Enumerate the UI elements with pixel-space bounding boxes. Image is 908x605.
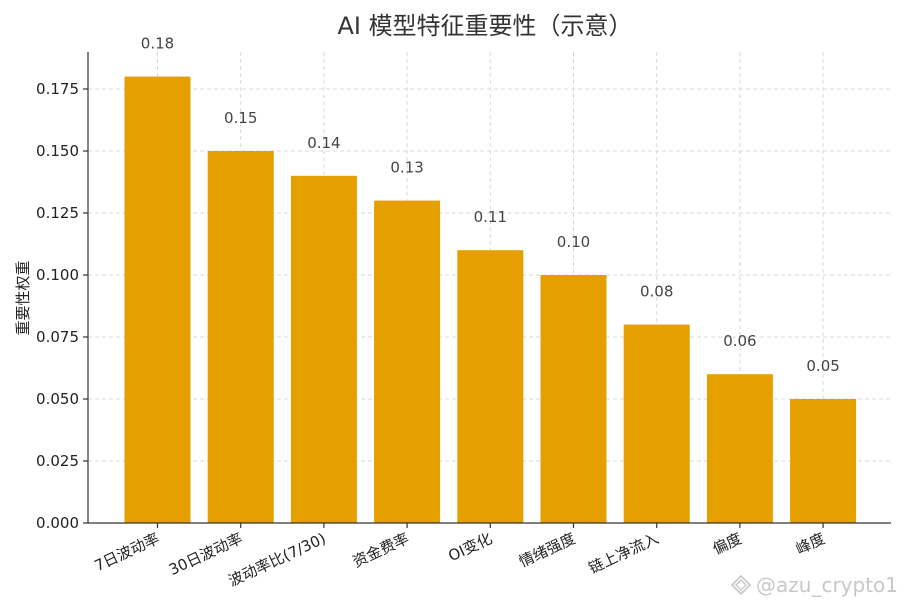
x-tick-label: 资金费率 bbox=[350, 529, 412, 571]
bar bbox=[124, 76, 191, 523]
x-tick-label: OI变化 bbox=[445, 529, 495, 565]
bar-value-label: 0.13 bbox=[390, 159, 423, 177]
diamond-logo-icon bbox=[730, 574, 752, 596]
y-tick-label: 0.175 bbox=[36, 80, 79, 98]
y-ticks: 0.000 0.025 0.050 0.075 0.100 0.125 0.150 0.175 bbox=[36, 80, 88, 532]
y-tick-label: 0.000 bbox=[36, 514, 79, 532]
value-labels: 0.18 0.15 0.14 0.13 0.11 0.10 0.08 0.06 0.05 bbox=[141, 35, 840, 375]
y-tick-label: 0.050 bbox=[36, 390, 79, 408]
watermark: @azu_crypto1 bbox=[730, 573, 898, 597]
bar-value-label: 0.08 bbox=[640, 283, 673, 301]
x-tick-label: 链上净流入 bbox=[586, 529, 662, 577]
bar-value-label: 0.10 bbox=[557, 233, 590, 251]
y-tick-label: 0.075 bbox=[36, 328, 79, 346]
watermark-text: @azu_crypto1 bbox=[756, 573, 898, 597]
y-tick-label: 0.100 bbox=[36, 266, 79, 284]
x-tick-label: 7日波动率 bbox=[92, 529, 163, 575]
bar bbox=[290, 175, 357, 524]
bar bbox=[540, 275, 607, 523]
bar bbox=[623, 324, 690, 523]
bars bbox=[124, 76, 857, 524]
y-tick-label: 0.125 bbox=[36, 204, 79, 222]
bar bbox=[207, 151, 274, 523]
x-tick-label: 峰度 bbox=[793, 529, 828, 558]
y-axis-label: 重要性权重 bbox=[14, 260, 32, 335]
bar bbox=[790, 399, 857, 523]
bar-value-label: 0.11 bbox=[474, 208, 507, 226]
y-tick-label: 0.150 bbox=[36, 142, 79, 160]
bar-value-label: 0.15 bbox=[224, 109, 257, 127]
y-tick-label: 0.025 bbox=[36, 452, 79, 470]
bar-value-label: 0.06 bbox=[723, 332, 756, 350]
x-tick-label: 情绪强度 bbox=[516, 529, 578, 571]
bar bbox=[374, 200, 441, 523]
bar-value-label: 0.14 bbox=[307, 134, 340, 152]
bar bbox=[457, 250, 524, 523]
bar-value-label: 0.18 bbox=[141, 35, 174, 53]
bar bbox=[706, 374, 773, 523]
x-tick-label: 偏度 bbox=[710, 529, 745, 558]
bar-value-label: 0.05 bbox=[806, 357, 839, 375]
chart-title: AI 模型特征重要性（示意） bbox=[337, 12, 632, 40]
